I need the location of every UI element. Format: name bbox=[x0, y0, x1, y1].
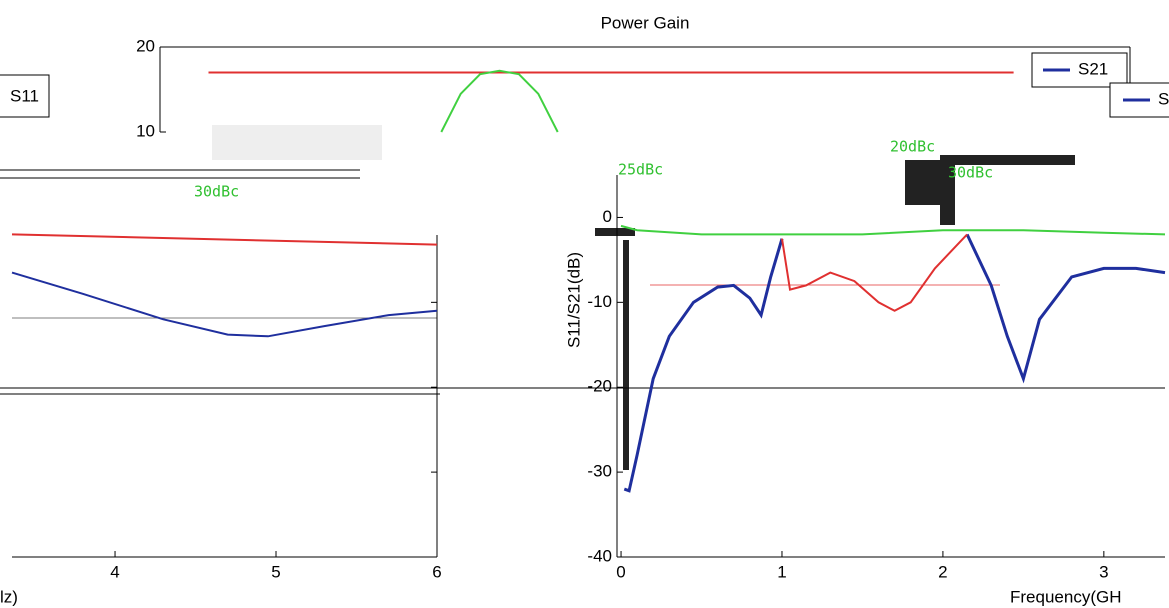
y-tick-label: -10 bbox=[587, 292, 612, 311]
y-tick-label: 10 bbox=[136, 121, 155, 140]
series-line bbox=[440, 69, 559, 133]
series-line bbox=[11, 271, 438, 338]
glitch bbox=[595, 228, 635, 236]
y-tick-label: 20 bbox=[136, 36, 155, 55]
annotation: 30dBc bbox=[194, 183, 239, 201]
x-tick-label: 5 bbox=[271, 562, 280, 581]
y-axis-label: S11/S21(dB) bbox=[564, 252, 583, 348]
series-line bbox=[620, 224, 1166, 236]
x-tick-label: 2 bbox=[938, 562, 947, 581]
x-tick-label: 4 bbox=[110, 562, 119, 581]
glitch bbox=[940, 195, 955, 225]
y-tick-label: -20 bbox=[587, 377, 612, 396]
x-axis-label: Frequency(GH bbox=[1010, 587, 1121, 606]
series-line bbox=[11, 233, 438, 246]
glitch bbox=[940, 155, 1075, 165]
annotation: 25dBc bbox=[618, 161, 663, 179]
series-line bbox=[781, 233, 968, 312]
y-tick-label: -30 bbox=[587, 462, 612, 481]
legend-label: S bbox=[1158, 89, 1169, 108]
annotation: 20dBc bbox=[890, 138, 935, 156]
chart-title: Power Gain bbox=[601, 13, 690, 32]
x-axis-label: lz) bbox=[0, 587, 18, 606]
glitch-bars bbox=[0, 125, 1165, 470]
legend-label: S21 bbox=[1078, 59, 1108, 78]
x-tick-label: 6 bbox=[432, 562, 441, 581]
y-tick-label: 0 bbox=[603, 207, 612, 226]
annotation: 30dBc bbox=[948, 164, 993, 182]
x-tick-label: 0 bbox=[616, 562, 625, 581]
legend-label: S11 bbox=[10, 86, 39, 105]
glitch bbox=[623, 240, 629, 470]
legend-box bbox=[0, 74, 50, 118]
x-tick-label: 3 bbox=[1099, 562, 1108, 581]
x-tick-label: 1 bbox=[777, 562, 786, 581]
y-tick-label: -40 bbox=[587, 546, 612, 565]
series-line bbox=[623, 233, 1166, 493]
glitch bbox=[212, 125, 382, 160]
